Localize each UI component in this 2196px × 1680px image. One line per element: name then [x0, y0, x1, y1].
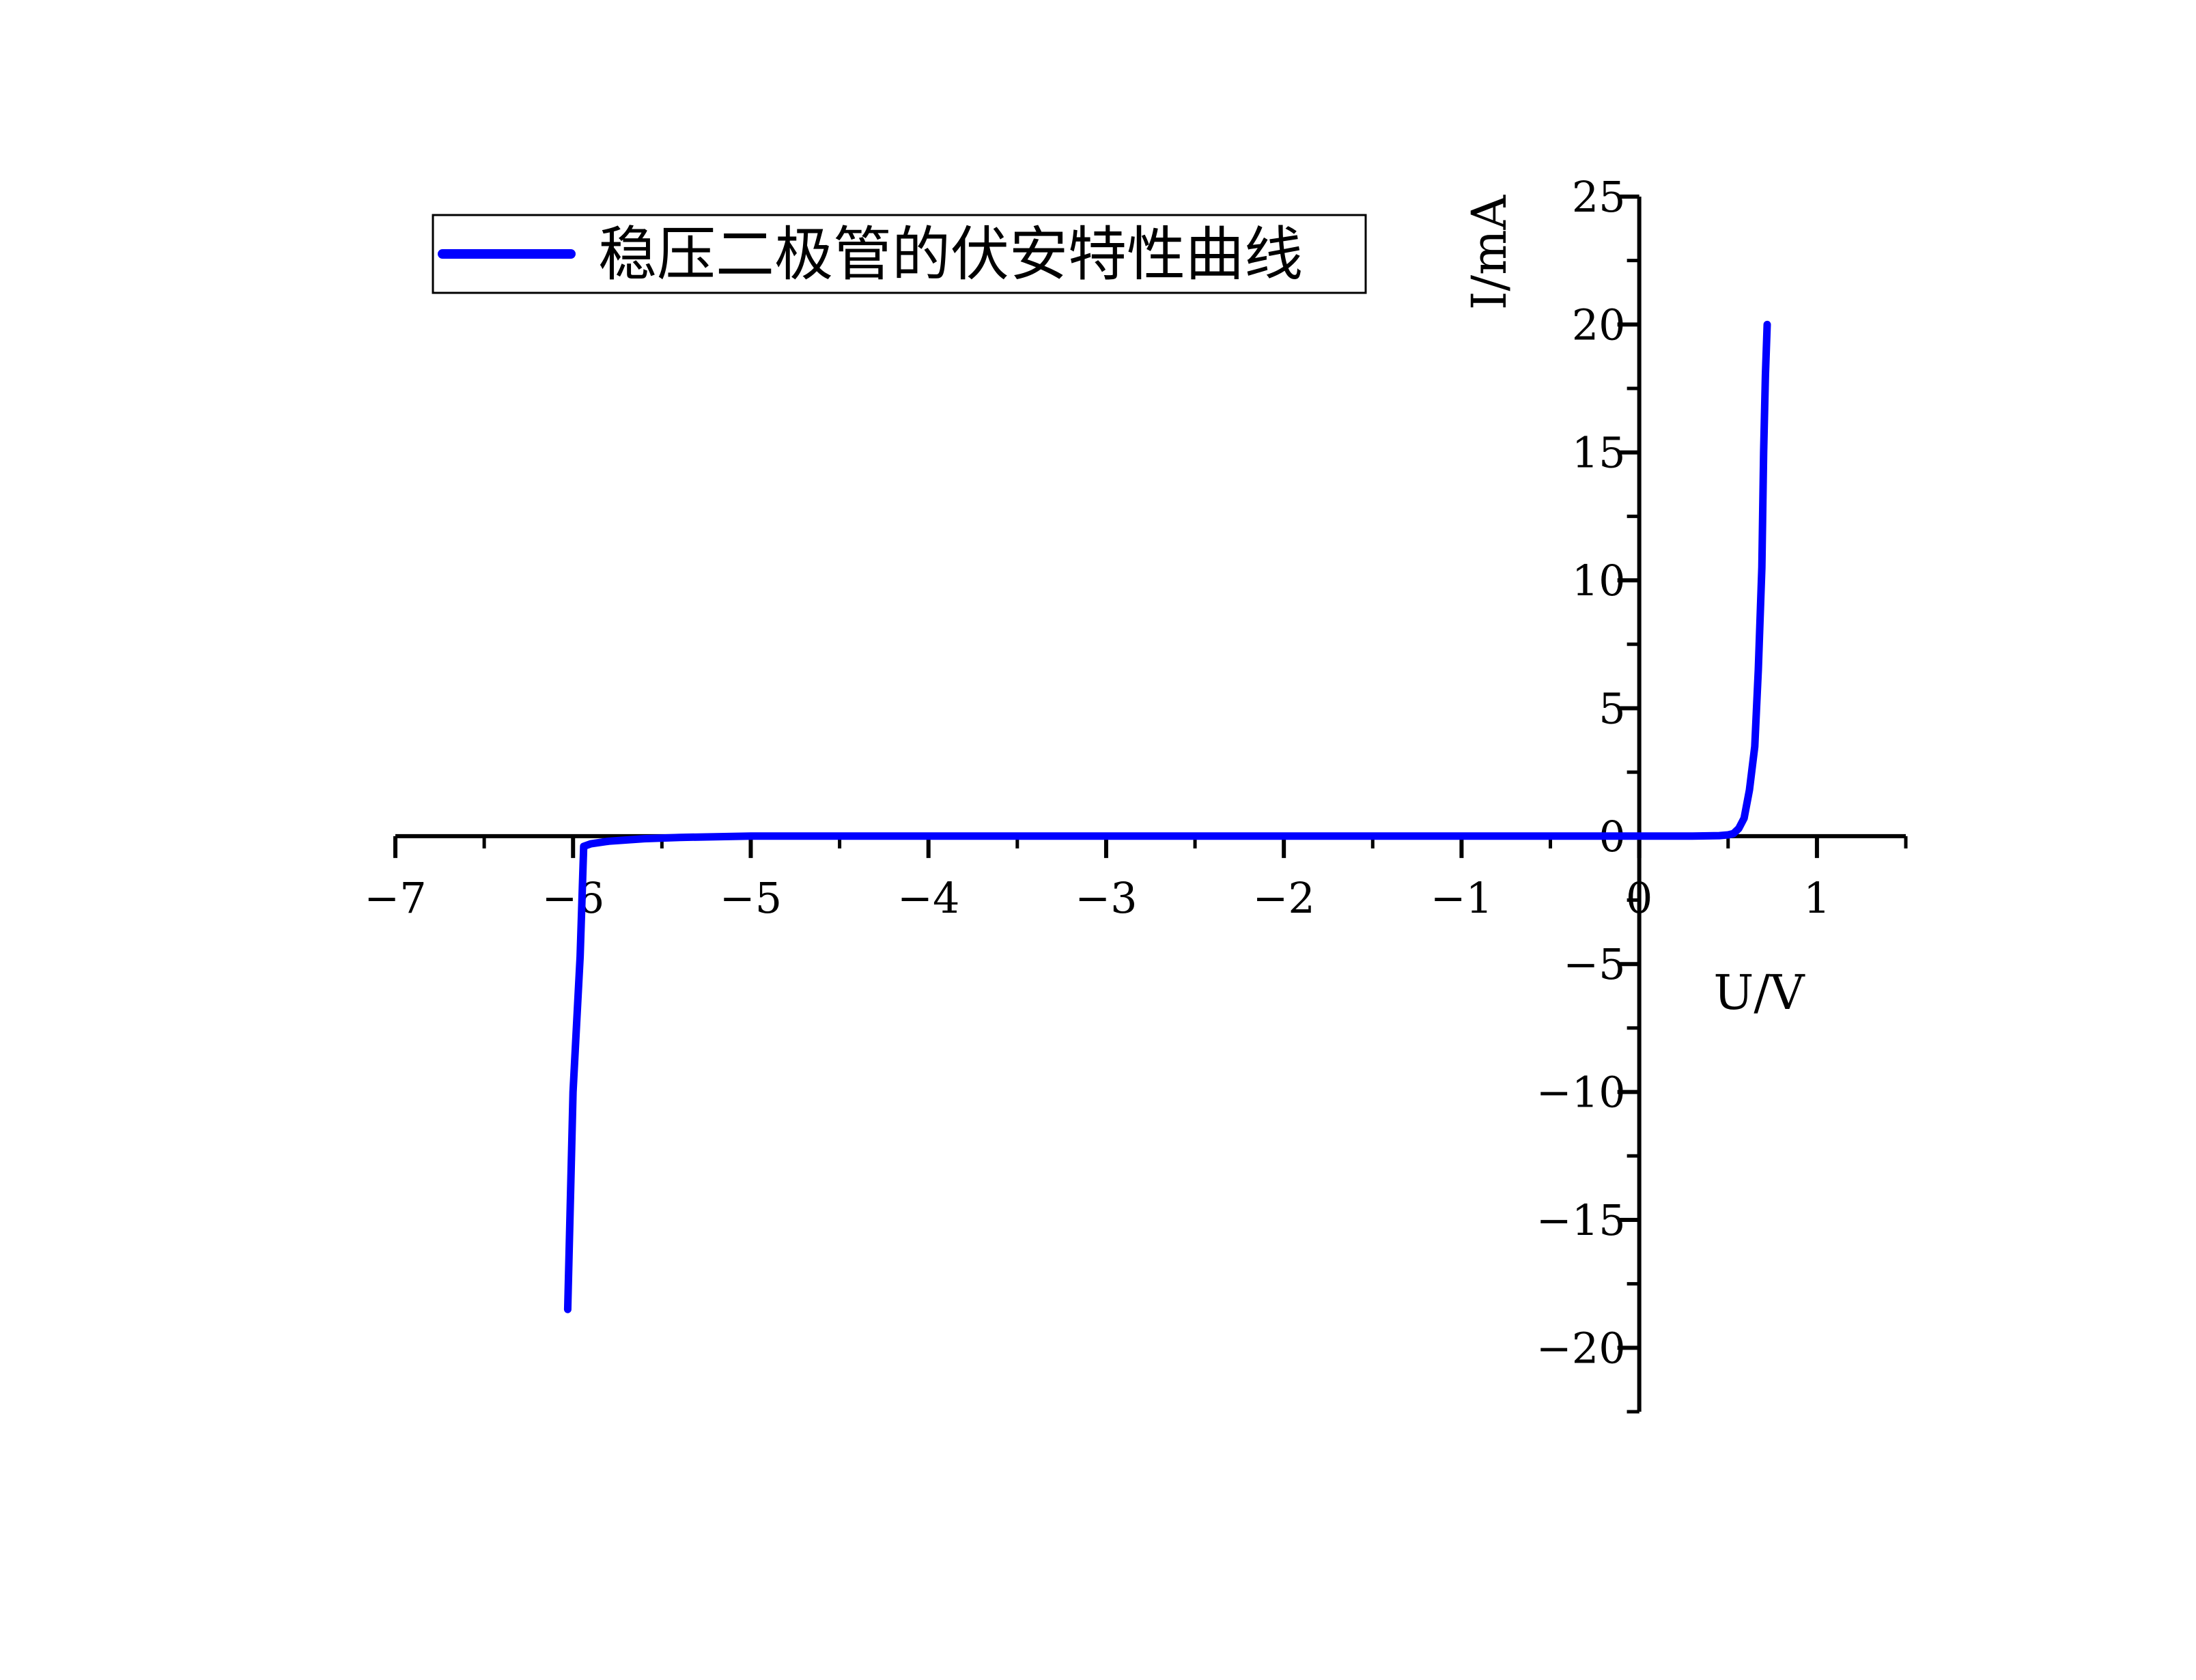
x-tick-label: 1 — [1803, 873, 1830, 923]
x-tick-label: 0 — [1626, 873, 1652, 923]
y-tick-label: 5 — [1599, 683, 1625, 733]
y-tick-label: 10 — [1572, 556, 1626, 606]
y-tick-label: 20 — [1572, 300, 1626, 350]
x-axis-title: U/V — [1713, 965, 1805, 1021]
y-tick-label: 25 — [1572, 172, 1626, 222]
axes — [395, 197, 1906, 1412]
y-tick-label: 15 — [1572, 428, 1626, 478]
series-line — [563, 320, 1771, 1313]
x-tick-label: −5 — [720, 873, 782, 923]
x-tick-label: −1 — [1431, 873, 1493, 923]
x-tick-label: −2 — [1252, 873, 1314, 923]
legend-label: 稳压二极管的伏安特性曲线 — [598, 220, 1303, 289]
legend-box — [432, 214, 1367, 294]
y-tick-label: −10 — [1536, 1068, 1626, 1117]
y-tick-label: −15 — [1536, 1195, 1626, 1245]
y-tick-label: −20 — [1536, 1323, 1626, 1373]
x-tick-label: −3 — [1075, 873, 1137, 923]
legend: 稳压二极管的伏安特性曲线 — [432, 214, 1367, 294]
x-tick-label: −6 — [542, 873, 604, 923]
y-axis-title: I/mA — [1461, 194, 1517, 310]
x-tick-label: −4 — [897, 873, 959, 923]
y-tick-label: −5 — [1563, 939, 1625, 989]
series — [563, 320, 1771, 1313]
x-tick-label: −7 — [364, 873, 426, 923]
